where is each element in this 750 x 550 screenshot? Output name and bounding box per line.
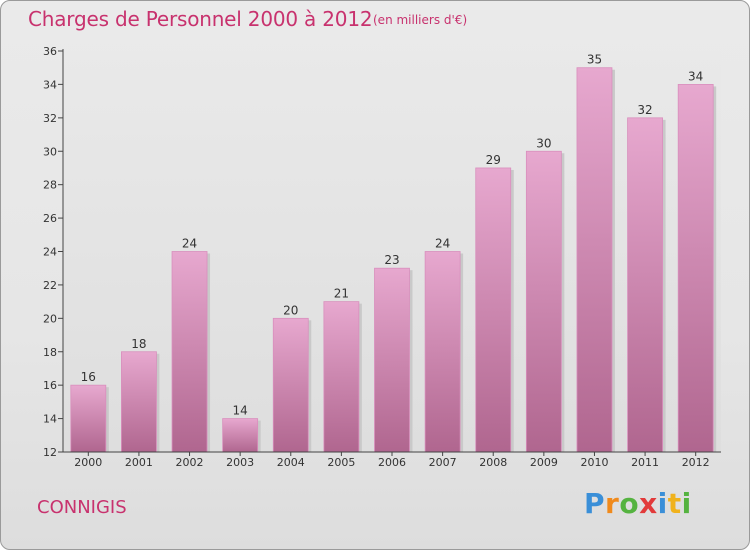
bar-value-label: 32 <box>637 103 652 117</box>
y-tick-label: 24 <box>43 246 57 259</box>
bar-value-label: 23 <box>384 253 399 267</box>
bar <box>323 301 360 453</box>
y-tick-label: 12 <box>43 446 57 459</box>
x-tick-label: 2000 <box>74 456 102 469</box>
x-tick-label: 2012 <box>682 456 710 469</box>
y-tick-label: 28 <box>43 179 57 192</box>
x-tick-label: 2009 <box>530 456 558 469</box>
y-tick-label: 26 <box>43 212 57 225</box>
place-name: CONNIGIS <box>37 497 127 518</box>
logo-letter: P <box>584 487 606 520</box>
x-tick-label: 2003 <box>226 456 254 469</box>
logo-letter: r <box>605 487 620 520</box>
x-tick-label: 2006 <box>378 456 406 469</box>
bar <box>576 67 613 453</box>
bar <box>374 267 410 453</box>
x-tick-label: 2005 <box>327 456 355 469</box>
bar <box>70 384 107 453</box>
bar-value-label: 35 <box>587 53 602 67</box>
bar-value-label: 18 <box>131 337 146 351</box>
logo-letter: o <box>619 487 640 520</box>
logo-letter: i <box>681 487 692 520</box>
y-tick-label: 20 <box>43 312 57 325</box>
bar-value-label: 29 <box>486 153 501 167</box>
x-tick-label: 2002 <box>176 456 204 469</box>
bar <box>525 150 562 453</box>
bar <box>222 418 259 453</box>
bar <box>171 251 208 453</box>
x-tick-label: 2008 <box>479 456 507 469</box>
x-tick-label: 2004 <box>277 456 305 469</box>
bar <box>424 251 461 453</box>
y-tick-label: 14 <box>43 413 57 426</box>
y-tick-label: 30 <box>43 145 57 158</box>
chart-subtitle: (en milliers d'€) <box>373 13 468 27</box>
bar-value-label: 20 <box>283 303 298 317</box>
logo-letter: x <box>639 487 658 520</box>
y-tick-label: 22 <box>43 279 57 292</box>
x-tick-label: 2011 <box>631 456 659 469</box>
bar <box>121 351 157 453</box>
bar-value-label: 14 <box>233 404 248 418</box>
bar-value-label: 24 <box>435 237 450 251</box>
bar <box>272 317 309 453</box>
proxiti-logo[interactable]: Proxiti <box>584 487 692 520</box>
y-tick-label: 34 <box>43 78 57 91</box>
y-tick-label: 36 <box>43 45 57 58</box>
bar <box>475 167 512 453</box>
bar-value-label: 16 <box>81 370 96 384</box>
x-tick-label: 2010 <box>580 456 608 469</box>
bar-value-label: 21 <box>334 287 349 301</box>
x-tick-label: 2001 <box>125 456 153 469</box>
logo-letter: i <box>657 487 668 520</box>
y-tick-label: 32 <box>43 112 57 125</box>
bar-value-label: 30 <box>536 136 551 150</box>
y-tick-label: 18 <box>43 346 57 359</box>
bar-value-label: 24 <box>182 237 197 251</box>
x-tick-label: 2007 <box>429 456 457 469</box>
bar-value-label: 34 <box>688 69 703 83</box>
bar <box>677 84 714 453</box>
bar <box>627 117 663 453</box>
logo-letter: t <box>667 487 682 520</box>
chart-title: Charges de Personnel 2000 à 2012 <box>28 7 373 31</box>
y-tick-label: 16 <box>43 379 57 392</box>
